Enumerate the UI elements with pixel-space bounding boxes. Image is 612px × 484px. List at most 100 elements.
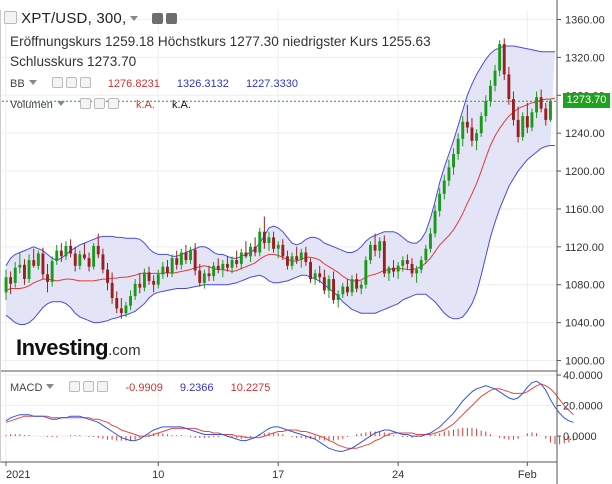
candle-body	[207, 273, 211, 277]
collapse-icon[interactable]	[4, 11, 17, 24]
candle-body	[378, 241, 382, 251]
macd-line-value: 9.2366	[179, 382, 214, 394]
bb-upper-line	[5, 45, 555, 267]
candle-body	[202, 273, 206, 283]
candle-body	[170, 258, 174, 274]
candle-body	[382, 241, 386, 274]
candle-body	[484, 100, 488, 117]
candle-body	[286, 256, 289, 266]
candle-body	[253, 246, 257, 253]
macd-signal-value: 10.2275	[230, 382, 271, 394]
price-tick-label: 1120.00	[565, 242, 604, 254]
candle-body	[166, 266, 169, 274]
bb-legend: BB 1276.8231 1326.3132 1227.3330	[10, 77, 298, 90]
macd-tick-label: 40.0000	[563, 370, 603, 382]
close-icon[interactable]	[97, 381, 109, 392]
candle-body	[55, 250, 59, 261]
volume-label: Volumen	[10, 99, 53, 111]
candle-body	[369, 244, 372, 261]
candle-body	[244, 252, 248, 257]
candle-body	[424, 248, 428, 261]
eye-icon[interactable]	[152, 13, 164, 24]
candle-body	[493, 70, 497, 86]
candle-body	[212, 265, 216, 277]
candle-body	[276, 244, 280, 249]
price-tick-label: 1000.00	[565, 356, 605, 368]
candle-body	[216, 265, 220, 270]
candle-body	[447, 167, 451, 181]
chart-header: XPT/USD, 300,	[4, 10, 178, 27]
candle-body	[327, 279, 331, 291]
candle-body	[193, 249, 197, 271]
candle-body	[410, 263, 414, 274]
candle-body	[258, 231, 262, 253]
candle-body	[179, 252, 183, 265]
candle-body	[189, 249, 192, 261]
candle-body	[470, 127, 474, 141]
candle-body	[475, 133, 478, 141]
candle-body	[27, 260, 31, 279]
gear-icon[interactable]	[93, 98, 105, 109]
logo-suffix: .com	[108, 342, 141, 359]
candle-body	[13, 267, 17, 283]
price-tick-label: 1240.00	[565, 128, 605, 140]
price-tick-label: 1200.00	[565, 166, 605, 178]
chevron-down-icon[interactable]	[46, 384, 55, 389]
close-icon[interactable]	[79, 77, 91, 88]
candle-body	[235, 260, 239, 264]
candle-body	[341, 286, 345, 295]
candle-body	[23, 264, 26, 279]
bb-middle-line	[5, 97, 556, 291]
candle-body	[221, 263, 225, 270]
chevron-down-icon[interactable]	[130, 16, 139, 21]
candle-body	[50, 261, 54, 282]
candle-body	[249, 246, 252, 257]
time-tick-label: 10	[152, 469, 164, 481]
candle-body	[521, 116, 525, 137]
close-icon[interactable]	[107, 98, 119, 109]
gear-icon[interactable]	[83, 381, 95, 392]
candle-body	[272, 237, 275, 249]
time-tick-label: Feb	[518, 469, 537, 481]
candle-body	[332, 279, 335, 300]
candle-body	[313, 273, 317, 280]
bb-middle-value: 1276.8231	[107, 78, 160, 90]
bb-lower-value: 1227.3330	[245, 78, 298, 90]
candle-body	[405, 260, 409, 264]
chevron-down-icon[interactable]	[56, 101, 65, 106]
candle-body	[262, 231, 266, 244]
candle-body	[147, 272, 151, 281]
candle-body	[392, 267, 395, 272]
candle-body	[156, 274, 160, 285]
candle-body	[415, 269, 419, 274]
candle-body	[184, 252, 188, 261]
candle-body	[373, 244, 377, 251]
candle-body	[355, 279, 359, 289]
logo-main: Investing	[16, 335, 109, 360]
candle-body	[175, 258, 179, 265]
bb-band-area	[6, 46, 555, 325]
macd-tick-label: 0.0000	[563, 431, 597, 443]
eye-icon[interactable]	[51, 77, 63, 88]
volume-legend: Volumen k.A. k.A.	[10, 98, 191, 111]
candle-body	[59, 250, 63, 257]
candle-body	[4, 277, 8, 293]
candle-body	[535, 97, 538, 113]
eye-icon[interactable]	[69, 381, 81, 392]
gear-icon[interactable]	[65, 77, 77, 88]
candle-body	[318, 273, 322, 278]
price-tick-label: 1080.00	[565, 280, 605, 292]
macd-line	[5, 380, 574, 452]
chevron-down-icon[interactable]	[28, 80, 37, 85]
ohlc-line-2: Schlusskurs 1273.70	[10, 54, 137, 69]
candle-body	[516, 119, 520, 137]
candle-body	[489, 85, 492, 101]
candle-body	[124, 305, 128, 314]
candle-body	[461, 121, 465, 139]
candle-body	[507, 74, 511, 99]
candle-body	[129, 296, 132, 306]
gear-icon[interactable]	[166, 13, 178, 24]
candle-body	[442, 180, 446, 194]
eye-icon[interactable]	[79, 98, 91, 109]
candle-body	[281, 244, 285, 257]
